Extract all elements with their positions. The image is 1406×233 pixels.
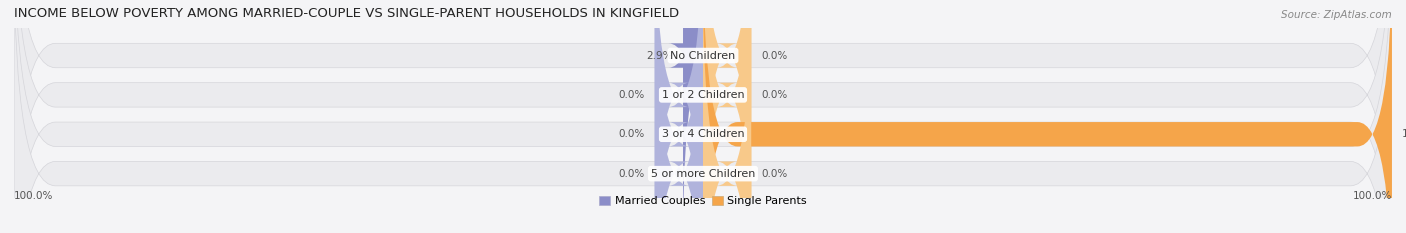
- FancyBboxPatch shape: [703, 0, 751, 233]
- Text: 1 or 2 Children: 1 or 2 Children: [662, 90, 744, 100]
- FancyBboxPatch shape: [669, 0, 717, 233]
- Legend: Married Couples, Single Parents: Married Couples, Single Parents: [599, 196, 807, 206]
- Text: No Children: No Children: [671, 51, 735, 61]
- FancyBboxPatch shape: [655, 0, 703, 233]
- Text: INCOME BELOW POVERTY AMONG MARRIED-COUPLE VS SINGLE-PARENT HOUSEHOLDS IN KINGFIE: INCOME BELOW POVERTY AMONG MARRIED-COUPL…: [14, 7, 679, 20]
- Text: 0.0%: 0.0%: [619, 90, 644, 100]
- FancyBboxPatch shape: [14, 0, 1392, 233]
- FancyBboxPatch shape: [655, 0, 703, 233]
- Text: 0.0%: 0.0%: [762, 51, 787, 61]
- FancyBboxPatch shape: [703, 0, 751, 233]
- Text: 5 or more Children: 5 or more Children: [651, 169, 755, 179]
- Text: 0.0%: 0.0%: [619, 169, 644, 179]
- Text: 100.0%: 100.0%: [14, 192, 53, 202]
- Text: 0.0%: 0.0%: [762, 169, 787, 179]
- Text: 100.0%: 100.0%: [1353, 192, 1392, 202]
- Text: 3 or 4 Children: 3 or 4 Children: [662, 129, 744, 139]
- Text: Source: ZipAtlas.com: Source: ZipAtlas.com: [1281, 10, 1392, 20]
- FancyBboxPatch shape: [703, 0, 1392, 233]
- Text: 100.0%: 100.0%: [1402, 129, 1406, 139]
- FancyBboxPatch shape: [14, 0, 1392, 233]
- FancyBboxPatch shape: [14, 0, 1392, 233]
- Text: 2.9%: 2.9%: [647, 51, 672, 61]
- FancyBboxPatch shape: [655, 0, 703, 233]
- FancyBboxPatch shape: [14, 0, 1392, 233]
- Text: 0.0%: 0.0%: [619, 129, 644, 139]
- FancyBboxPatch shape: [703, 0, 751, 233]
- Text: 0.0%: 0.0%: [762, 90, 787, 100]
